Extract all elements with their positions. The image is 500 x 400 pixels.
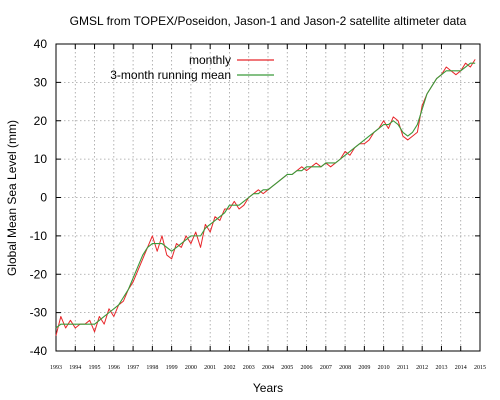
y-tick-label: -20 <box>30 267 48 281</box>
y-tick-labels: 40 30 20 10 0 -10 -20 -30 -40 <box>30 37 48 358</box>
x-tick-label: 2003 <box>243 365 255 371</box>
series-line-monthly <box>55 59 476 336</box>
x-tick-label: 2013 <box>435 365 447 371</box>
grid <box>56 44 480 351</box>
y-tick-label: -10 <box>30 229 48 243</box>
series-line-running-mean <box>55 62 476 329</box>
x-tick-label: 1996 <box>108 365 120 371</box>
x-tick-label: 1997 <box>127 365 139 371</box>
axis-ticks <box>55 43 481 352</box>
y-axis-label: Global Mean Sea Level (mm) <box>5 120 19 276</box>
legend-label-running-mean: 3-month running mean <box>110 68 231 82</box>
x-tick-label: 2004 <box>262 365 274 371</box>
x-tick-label: 1994 <box>69 365 81 371</box>
x-axis-label: Years <box>253 381 283 395</box>
y-tick-label: -30 <box>30 306 48 320</box>
x-tick-label: 2000 <box>185 365 197 371</box>
x-tick-label: 2007 <box>320 365 332 371</box>
series-layer <box>55 59 476 336</box>
x-tick-label: 2012 <box>416 365 428 371</box>
x-tick-label: 2008 <box>339 365 351 371</box>
x-tick-label: 2011 <box>397 365 409 371</box>
x-tick-label: 2006 <box>301 365 313 371</box>
legend: monthly 3-month running mean <box>110 53 274 82</box>
y-tick-label: 20 <box>34 114 48 128</box>
x-tick-label: 1998 <box>146 365 158 371</box>
x-tick-label: 2009 <box>358 365 370 371</box>
x-tick-label: 1995 <box>89 365 101 371</box>
y-tick-label: 30 <box>34 75 48 89</box>
x-tick-label: 2014 <box>455 365 467 371</box>
y-tick-label: 10 <box>34 152 48 166</box>
x-tick-label: 2002 <box>223 365 235 371</box>
x-tick-label: 1993 <box>50 365 62 371</box>
x-tick-label: 2005 <box>281 365 293 371</box>
y-tick-label: -40 <box>30 344 48 358</box>
legend-label-monthly: monthly <box>189 53 231 67</box>
x-tick-label: 1999 <box>166 365 178 371</box>
y-tick-label: 40 <box>34 37 48 51</box>
x-tick-label: 2010 <box>378 365 390 371</box>
x-tick-labels: 1993 1994 1995 1996 1997 1998 1999 2000 2001 2002… <box>50 365 486 371</box>
chart-title: GMSL from TOPEX/Poseidon, Jason-1 and Ja… <box>70 14 467 28</box>
x-tick-label: 2015 <box>474 365 486 371</box>
x-tick-label: 2001 <box>204 365 216 371</box>
y-tick-label: 0 <box>40 191 47 205</box>
